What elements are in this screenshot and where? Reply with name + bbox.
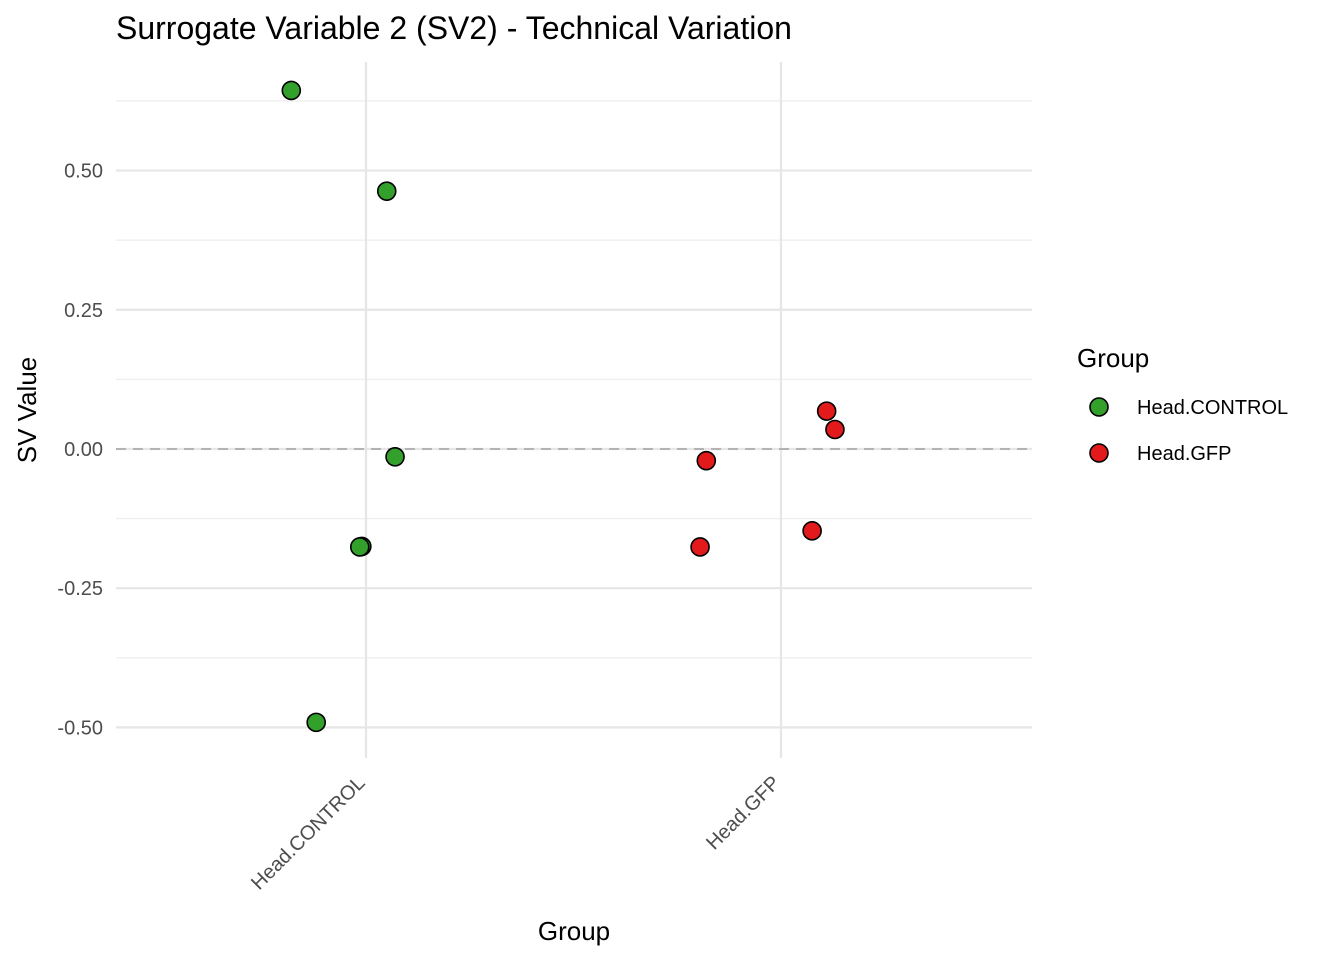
y-tick-label: 0.50 — [64, 161, 103, 183]
data-points — [281, 80, 845, 733]
legend: Group Head.CONTROL Head.GFP — [1077, 343, 1288, 465]
legend-entries: Head.CONTROL Head.GFP — [1089, 397, 1288, 465]
y-tick-label: 0.00 — [64, 439, 103, 461]
data-point — [376, 181, 397, 201]
data-point — [385, 446, 405, 467]
x-axis-ticks: Head.CONTROL Head.GFP — [247, 772, 784, 894]
chart-title: Surrogate Variable 2 (SV2) - Technical V… — [116, 10, 792, 46]
x-tick-label: Head.GFP — [702, 772, 784, 854]
legend-swatch — [1089, 397, 1109, 417]
data-point — [825, 419, 845, 440]
y-axis-ticks: -0.50 -0.25 0.00 0.25 0.50 — [57, 161, 103, 740]
legend-swatch — [1089, 443, 1109, 463]
data-point — [349, 537, 370, 557]
grid — [116, 62, 1032, 758]
data-point — [696, 450, 717, 471]
legend-title: Group — [1077, 343, 1149, 373]
y-axis-title: SV Value — [12, 357, 42, 463]
legend-label: Head.CONTROL — [1137, 397, 1288, 419]
data-point — [816, 401, 837, 421]
legend-label: Head.GFP — [1137, 443, 1231, 465]
x-tick-label: Head.CONTROL — [247, 772, 369, 894]
y-tick-label: -0.50 — [57, 717, 103, 739]
x-axis-title: Group — [538, 916, 610, 946]
data-point — [281, 80, 302, 101]
data-point — [690, 537, 710, 557]
data-point — [306, 712, 327, 733]
y-tick-label: 0.25 — [64, 300, 103, 322]
y-tick-label: -0.25 — [57, 578, 103, 600]
data-point — [802, 521, 822, 541]
